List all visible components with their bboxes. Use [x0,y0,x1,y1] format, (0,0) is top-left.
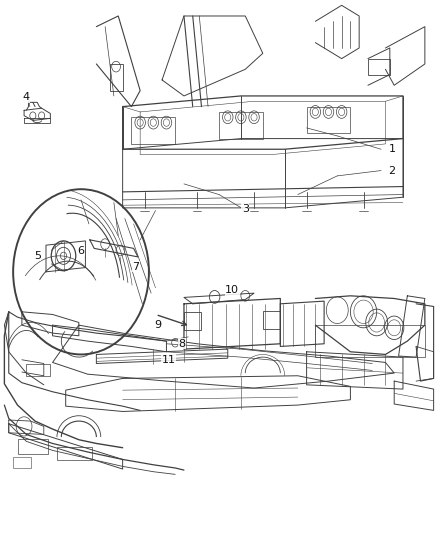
Text: 8: 8 [178,339,185,349]
Bar [263,311,280,329]
Bar [307,107,350,133]
Text: 5: 5 [34,251,41,261]
Bar [13,457,31,468]
Text: 3: 3 [242,204,249,214]
Bar [368,59,390,75]
Text: 9: 9 [154,320,161,330]
Bar [131,117,175,144]
Text: 1: 1 [389,144,396,154]
Text: 10: 10 [225,286,239,295]
Bar [18,439,48,454]
Text: 11: 11 [162,355,176,365]
Bar [57,447,92,460]
Bar [110,64,123,91]
Text: 6: 6 [78,246,85,255]
Bar [26,364,50,376]
Bar [219,112,263,139]
Text: 7: 7 [132,262,139,271]
Bar [184,312,201,330]
Text: 2: 2 [389,166,396,175]
Text: 4: 4 [23,92,30,102]
